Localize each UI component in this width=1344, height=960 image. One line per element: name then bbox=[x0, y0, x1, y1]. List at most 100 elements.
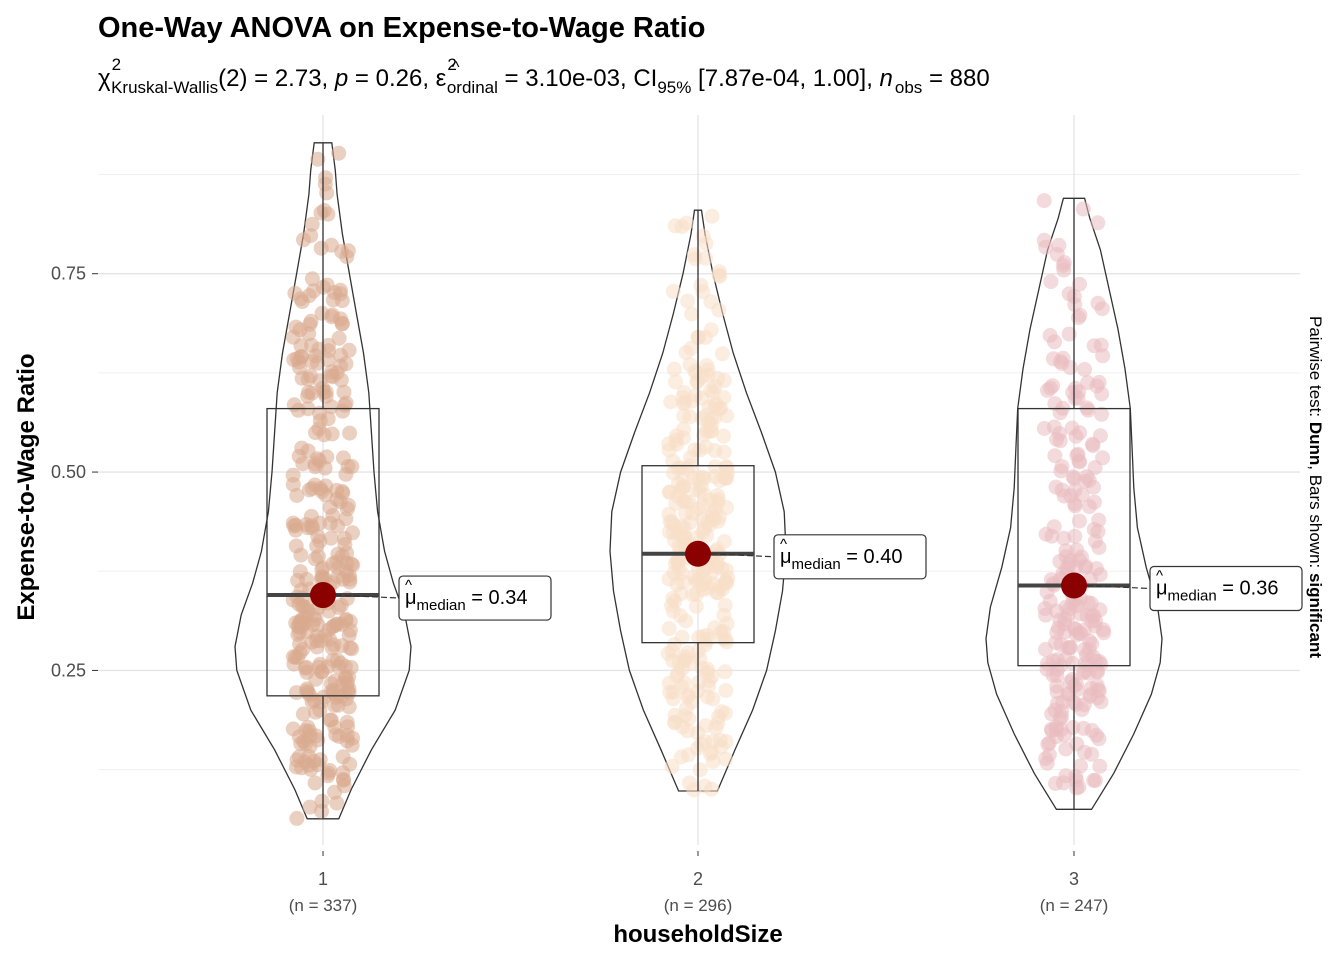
data-point-2-194 bbox=[676, 653, 692, 669]
median-point-3 bbox=[1061, 572, 1087, 599]
data-point-2-203 bbox=[680, 747, 696, 763]
data-point-1-285 bbox=[287, 649, 303, 665]
label-connector-2 bbox=[710, 553, 775, 558]
pairwise-caption: Pairwise test: Dunn, Bars shown: signifi… bbox=[1306, 316, 1325, 658]
data-point-1-185 bbox=[338, 466, 354, 482]
data-point-1-155 bbox=[304, 216, 320, 232]
data-point-2-207 bbox=[718, 574, 734, 590]
data-point-1-300 bbox=[335, 403, 351, 419]
data-point-1-264 bbox=[336, 384, 352, 400]
data-point-1-259 bbox=[311, 453, 327, 469]
data-point-3-176 bbox=[1094, 301, 1110, 317]
data-point-3-181 bbox=[1090, 682, 1106, 698]
data-point-2-71 bbox=[664, 759, 680, 774]
data-point-3-162 bbox=[1075, 201, 1091, 217]
effect-value: 3.10e-03 bbox=[525, 65, 620, 92]
data-point-3-216 bbox=[1048, 721, 1064, 737]
data-point-2-178 bbox=[684, 306, 700, 322]
data-point-2-286 bbox=[711, 509, 727, 525]
data-point-1-333 bbox=[327, 784, 343, 800]
data-point-3-201 bbox=[1040, 656, 1055, 672]
data-point-3-202 bbox=[1049, 668, 1065, 684]
data-point-3-234 bbox=[1044, 706, 1060, 722]
violin-1 bbox=[234, 142, 412, 820]
data-point-2-160 bbox=[704, 208, 720, 224]
data-point-3-168 bbox=[1086, 521, 1102, 537]
median-point-1 bbox=[310, 582, 336, 609]
data-point-2-26 bbox=[663, 394, 679, 410]
data-point-2-285 bbox=[690, 573, 706, 589]
median-label-box-3 bbox=[1149, 565, 1303, 612]
p-symbol: p bbox=[334, 65, 348, 92]
data-point-2-291 bbox=[685, 587, 701, 603]
x-count-label-1: (n = 337) bbox=[289, 896, 358, 915]
data-point-3-155 bbox=[1080, 375, 1096, 391]
data-point-2-128 bbox=[717, 664, 733, 680]
data-point-1-146 bbox=[314, 793, 330, 809]
data-point-2-256 bbox=[667, 707, 683, 723]
effect-sup: 2 bbox=[447, 55, 456, 74]
data-point-3-210 bbox=[1084, 723, 1100, 738]
data-point-2-210 bbox=[714, 346, 730, 362]
data-point-2-287 bbox=[671, 561, 687, 577]
median-label-box-2 bbox=[773, 534, 927, 580]
data-point-3-223 bbox=[1062, 674, 1078, 690]
data-point-1-269 bbox=[318, 170, 334, 186]
data-point-1-334 bbox=[334, 293, 350, 309]
data-point-2-3 bbox=[718, 683, 734, 698]
data-point-2-265 bbox=[661, 436, 677, 452]
data-point-3-175 bbox=[1049, 678, 1065, 694]
data-point-3-235 bbox=[1072, 425, 1088, 441]
data-point-1-187 bbox=[300, 371, 316, 387]
data-point-3-214 bbox=[1074, 487, 1090, 503]
median-markers-layer bbox=[310, 540, 1087, 609]
data-point-2-213 bbox=[695, 284, 711, 300]
data-point-1-46 bbox=[310, 151, 326, 167]
data-point-3-164 bbox=[1072, 276, 1087, 292]
data-point-3-221 bbox=[1076, 697, 1092, 713]
data-point-1-320 bbox=[295, 599, 311, 614]
data-point-1-278 bbox=[342, 756, 358, 772]
data-point-2-191 bbox=[680, 293, 696, 309]
data-point-2-245 bbox=[692, 762, 708, 778]
data-point-1-247 bbox=[331, 330, 347, 346]
data-point-1-301 bbox=[312, 533, 328, 549]
stat-sub: Kruskal-Wallis bbox=[111, 78, 218, 97]
data-point-1-294 bbox=[314, 569, 330, 585]
x-tick-label-3: 3 bbox=[1069, 869, 1079, 889]
stat-df: (2) bbox=[218, 65, 247, 92]
data-point-3-129 bbox=[1067, 297, 1083, 313]
data-point-3-206 bbox=[1061, 326, 1077, 342]
n-symbol: n bbox=[880, 65, 893, 92]
data-point-3-233 bbox=[1071, 779, 1087, 795]
data-point-3-198 bbox=[1068, 380, 1083, 396]
data-point-1-327 bbox=[330, 568, 346, 584]
y-tick-label-2: 0.75 bbox=[51, 264, 86, 284]
median-label-hat-2: ^ bbox=[780, 536, 787, 553]
data-point-1-199 bbox=[307, 775, 323, 791]
epsilon-hat: ^ bbox=[452, 59, 460, 76]
label-connector-3 bbox=[1086, 584, 1151, 590]
data-point-1-330 bbox=[312, 413, 328, 429]
data-point-1-192 bbox=[322, 499, 338, 515]
data-point-1-260 bbox=[286, 518, 302, 534]
data-point-3-213 bbox=[1089, 663, 1105, 679]
data-point-1-313 bbox=[331, 659, 347, 675]
data-point-1-281 bbox=[322, 763, 338, 778]
data-point-3-183 bbox=[1095, 450, 1111, 466]
median-label-hat-3: ^ bbox=[1156, 568, 1163, 585]
data-point-2-125 bbox=[711, 302, 727, 318]
data-point-2-123 bbox=[704, 781, 720, 797]
data-point-1-23 bbox=[341, 342, 357, 358]
data-point-2-250 bbox=[670, 665, 686, 681]
data-point-1-297 bbox=[334, 638, 350, 654]
data-point-2-196 bbox=[711, 264, 727, 280]
data-point-3-194 bbox=[1047, 448, 1063, 464]
data-point-1-52 bbox=[304, 271, 320, 287]
data-point-2-269 bbox=[695, 228, 711, 244]
data-point-2-11 bbox=[666, 361, 682, 377]
median-label-box-1 bbox=[398, 575, 552, 621]
data-point-2-290 bbox=[697, 487, 713, 503]
data-point-2-153 bbox=[716, 428, 731, 444]
